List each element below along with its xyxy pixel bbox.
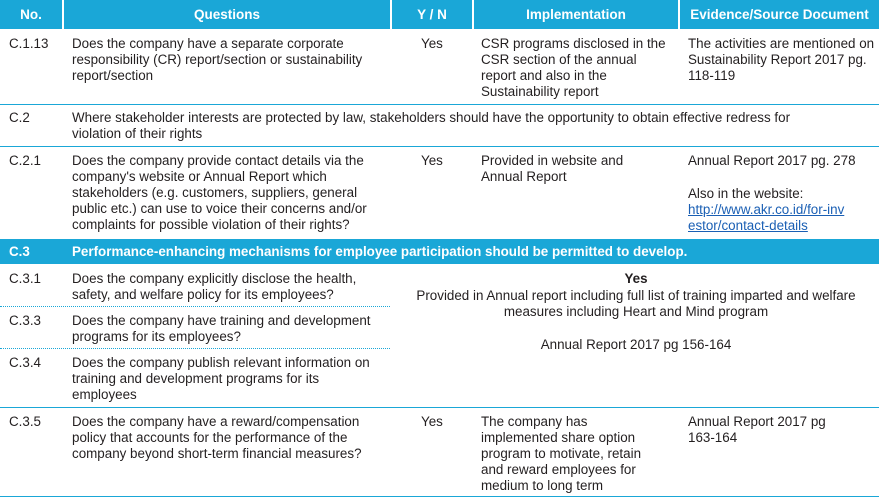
row-c113-yn: Yes [421, 36, 443, 51]
row-c3-no: C.3 [9, 244, 30, 259]
dotted-divider [0, 306, 390, 307]
row-c21-no: C.2.1 [9, 153, 42, 168]
row-divider [0, 104, 879, 105]
section-band-c3: C.3 Performance-enhancing mechanisms for… [0, 239, 879, 264]
row-c113-question: Does the company have a separate corpora… [72, 36, 363, 83]
row-c21-evidence-link-wrap: http://www.akr.co.id/for-investor/contac… [688, 202, 848, 234]
row-c31-no: C.3.1 [9, 271, 42, 286]
c3-group-text: Provided in Annual report including full… [416, 288, 856, 319]
row-c35-evidence: Annual Report 2017 pg 163-164 [688, 414, 826, 445]
row-divider [0, 146, 879, 147]
row-c2-text: Where stakeholder interests are protecte… [72, 110, 791, 141]
row-c35-no: C.3.5 [9, 414, 42, 429]
row-c34-no: C.3.4 [9, 355, 42, 370]
row-c21-question: Does the company provide contact details… [72, 153, 367, 232]
c3-group-yn: Yes [624, 271, 648, 286]
row-c113-implementation: CSR programs disclosed in the CSR sectio… [481, 36, 666, 99]
row-c21-implementation: Provided in website and Annual Report [481, 153, 624, 184]
dotted-divider [0, 348, 390, 349]
row-c33-no: C.3.3 [9, 313, 42, 328]
col-header-evidence: Evidence/Source Document [680, 0, 879, 29]
row-c2-no: C.2 [9, 110, 30, 125]
row-divider [0, 496, 879, 497]
row-c3-text: Performance-enhancing mechanisms for emp… [72, 244, 688, 259]
col-header-implementation: Implementation [474, 0, 678, 29]
row-c34-question: Does the company publish relevant inform… [72, 355, 370, 402]
c3-group-reference: Annual Report 2017 pg 156-164 [540, 337, 732, 352]
row-c35-yn: Yes [421, 414, 443, 429]
row-c35-question: Does the company have a reward/compensat… [72, 414, 362, 461]
contact-details-link[interactable]: http://www.akr.co.id/for-investor/contac… [688, 202, 845, 233]
row-c33-question: Does the company have training and devel… [72, 313, 371, 344]
col-header-yn: Y / N [392, 0, 472, 29]
row-divider [0, 407, 879, 408]
row-c113-no: C.1.13 [9, 36, 49, 51]
row-c35-implementation: The company has implemented share option… [481, 414, 642, 493]
row-c113-evidence: The activities are mentioned on Sustaina… [688, 36, 875, 83]
row-c21-evidence-2: Also in the website: [688, 186, 804, 201]
row-c31-question: Does the company explicitly disclose the… [72, 271, 357, 302]
col-header-questions: Questions [64, 0, 390, 29]
row-c21-evidence-1: Annual Report 2017 pg. 278 [688, 153, 856, 168]
row-c21-yn: Yes [421, 153, 443, 168]
col-header-no: No. [0, 0, 62, 29]
